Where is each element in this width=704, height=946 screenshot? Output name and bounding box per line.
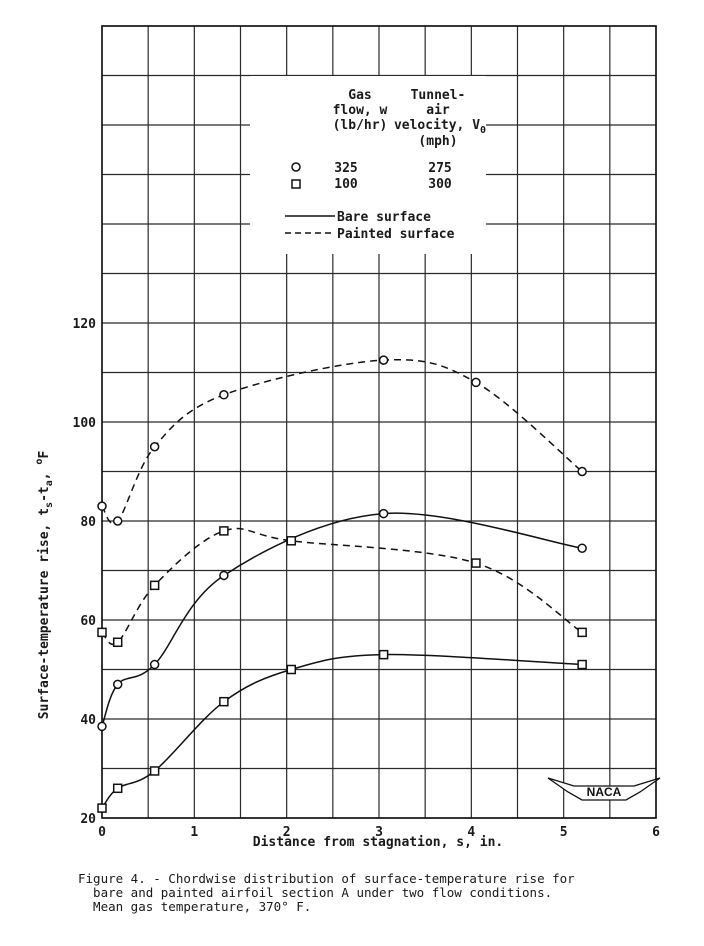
caption-line-2: bare and painted airfoil section A under… [78, 885, 553, 900]
plot-frame [101, 25, 657, 819]
circle-data-point [219, 570, 229, 581]
bare-square-curve [101, 653, 583, 809]
circle-data-point [97, 501, 107, 511]
square-data-point [286, 664, 297, 675]
square-data-point [219, 696, 229, 707]
legend-square-marker [291, 179, 301, 189]
legend-flow-header-3: (lb/hr) [333, 118, 388, 133]
x-tick-labels: 0 1 2 3 4 5 6 [98, 825, 660, 840]
x-tick-label: 0 [98, 825, 106, 840]
square-data-point [577, 659, 587, 670]
y-axis-title-end: , [37, 465, 52, 481]
x-tick-label: 4 [467, 825, 475, 840]
legend-background [250, 76, 486, 254]
x-axis-title: Distance from stagnation, s, in. [253, 835, 503, 850]
legend-velocity-header-text: velocity, V [394, 118, 480, 133]
chart: 0 1 2 3 4 5 6 20 40 60 80 100 120 Distance from sta… [34, 25, 661, 850]
circle-data-point [112, 516, 123, 526]
x-tick-label: 2 [283, 825, 291, 840]
y-axis-title-sub2: a [44, 480, 55, 486]
legend-flow-header-2: flow, w [333, 103, 388, 118]
y-tick-labels: 20 40 60 80 100 120 [73, 317, 97, 827]
legend-velocity-header-3: velocity, V0 [394, 118, 486, 136]
caption-line-1: Figure 4. - Chordwise distribution of su… [78, 871, 575, 886]
legend-painted-surface: Painted surface [337, 227, 455, 242]
circle-data-point [577, 466, 587, 477]
circle-data-point [577, 543, 587, 553]
circle-data-point [471, 377, 481, 388]
legend-velocity-unit: (mph) [418, 134, 457, 149]
square-data-point [378, 649, 389, 660]
legend: Gas flow, w (lb/hr) Tunnel- air velocity… [250, 76, 486, 254]
legend-row2-velocity: 300 [428, 177, 452, 192]
x-tick-label: 5 [560, 825, 568, 840]
square-data-point [219, 526, 229, 536]
y-tick-label: 120 [73, 317, 97, 332]
y-axis-title-main: Surface-temperature rise, t [37, 508, 52, 719]
legend-row1-velocity: 275 [428, 161, 451, 176]
legend-velocity-header-1: Tunnel- [411, 88, 466, 103]
square-data-point [149, 766, 160, 776]
y-axis-title: Surface-temperature rise, ts-ta, oF [34, 451, 55, 720]
markers [97, 355, 587, 813]
x-tick-label: 1 [190, 825, 198, 840]
x-tick-label: 3 [375, 825, 383, 840]
circle-data-point [97, 721, 107, 732]
square-data-point [149, 580, 160, 591]
y-tick-label: 40 [80, 713, 96, 728]
circle-data-point [149, 659, 160, 670]
square-data-point [112, 783, 123, 794]
caption-line-3: Mean gas temperature, 370° F. [78, 899, 312, 914]
legend-row1-flow: 325 [334, 161, 357, 176]
y-axis-title-unit: F [37, 451, 52, 459]
painted-square-curve [101, 527, 583, 646]
square-data-point [97, 627, 107, 638]
circle-data-point [378, 355, 389, 365]
legend-row2-flow: 100 [334, 177, 358, 192]
y-tick-label: 60 [80, 614, 96, 629]
legend-flow-header-1: Gas [348, 88, 371, 103]
circle-data-point [112, 679, 123, 690]
figure-caption: Figure 4. - Chordwise distribution of su… [78, 872, 678, 914]
square-data-point [286, 536, 297, 546]
square-data-point [577, 627, 587, 638]
naca-logo: NACA [547, 777, 661, 801]
y-axis-title-mid: -t [37, 486, 52, 502]
naca-logo-wings [547, 777, 661, 801]
curves [101, 358, 583, 809]
naca-logo-text: NACA [587, 785, 622, 799]
circle-data-point [219, 390, 229, 400]
y-tick-label: 80 [80, 515, 96, 530]
painted-circle-curve [101, 358, 583, 525]
square-data-point [471, 558, 481, 568]
x-tick-label: 6 [652, 825, 660, 840]
legend-velocity-header-sub: 0 [480, 125, 486, 136]
square-data-point [97, 803, 107, 813]
circle-data-point [149, 442, 160, 452]
y-tick-label: 20 [80, 812, 96, 827]
square-data-point [112, 637, 123, 648]
y-axis-title-sup: o [34, 459, 45, 465]
circle-data-point [378, 508, 389, 519]
y-axis-title-sub1: s [44, 502, 55, 508]
y-tick-label: 100 [73, 416, 97, 431]
legend-bare-surface: Bare surface [337, 210, 431, 225]
legend-velocity-header-2: air [426, 103, 450, 118]
legend-circle-marker [291, 162, 301, 172]
